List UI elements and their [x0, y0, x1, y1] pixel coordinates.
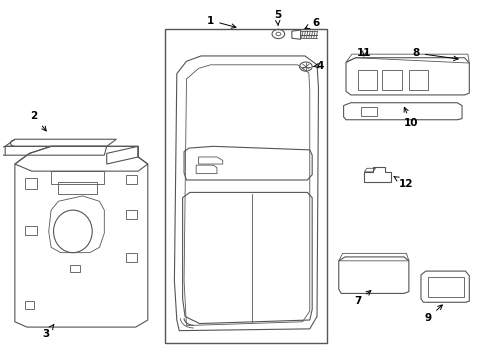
Text: 4: 4	[313, 60, 323, 71]
Text: 5: 5	[273, 10, 281, 26]
Text: 2: 2	[31, 111, 46, 131]
Text: 11: 11	[356, 48, 371, 58]
Text: 8: 8	[412, 48, 457, 60]
Text: 7: 7	[354, 291, 370, 306]
Text: 9: 9	[424, 305, 442, 323]
Bar	[164, 30, 326, 343]
Text: 3: 3	[42, 324, 54, 339]
Text: 6: 6	[305, 18, 319, 29]
Text: 10: 10	[403, 107, 418, 128]
Text: 12: 12	[393, 176, 413, 189]
Text: 1: 1	[206, 15, 235, 28]
